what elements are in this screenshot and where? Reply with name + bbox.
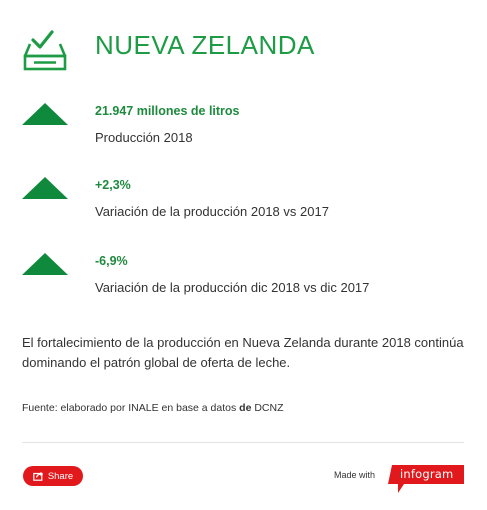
divider [22, 442, 464, 443]
source-bold: de [239, 402, 252, 414]
stat-label: Variación de la producción dic 2018 vs d… [95, 280, 370, 295]
share-label: Share [47, 470, 74, 482]
page-title: NUEVA ZELANDA [95, 30, 315, 60]
infogram-logo[interactable]: infogram [388, 465, 464, 493]
stat-production-2018: 21.947 millones de litros Producción 201… [22, 103, 462, 153]
share-icon [33, 471, 44, 481]
stat-label: Variación de la producción 2018 vs 2017 [95, 204, 329, 219]
stat-value: +2,3% [95, 178, 131, 192]
triangle-up-icon [22, 177, 68, 199]
stat-variation-december: -6,9% Variación de la producción dic 201… [22, 253, 462, 303]
ballot-box-check-icon [23, 30, 67, 71]
source-note: Fuente: elaborado por INALE en base a da… [22, 402, 284, 414]
stat-variation-year: +2,3% Variación de la producción 2018 vs… [22, 177, 462, 227]
triangle-up-icon [22, 253, 68, 275]
source-prefix: Fuente: elaborado por INALE en base a da… [22, 402, 240, 414]
description-paragraph: El fortalecimiento de la producción en N… [22, 335, 464, 370]
stat-value: -6,9% [95, 254, 128, 268]
triangle-up-icon [22, 103, 68, 125]
header [22, 28, 68, 72]
stat-label: Producción 2018 [95, 130, 193, 145]
made-with-label: Made with [334, 470, 376, 480]
infogram-logo-shape [388, 465, 464, 493]
share-button[interactable]: Share [23, 466, 83, 486]
infogram-brand: infogram [400, 467, 454, 481]
source-suffix: DCNZ [251, 402, 284, 414]
stat-value: 21.947 millones de litros [95, 104, 240, 118]
